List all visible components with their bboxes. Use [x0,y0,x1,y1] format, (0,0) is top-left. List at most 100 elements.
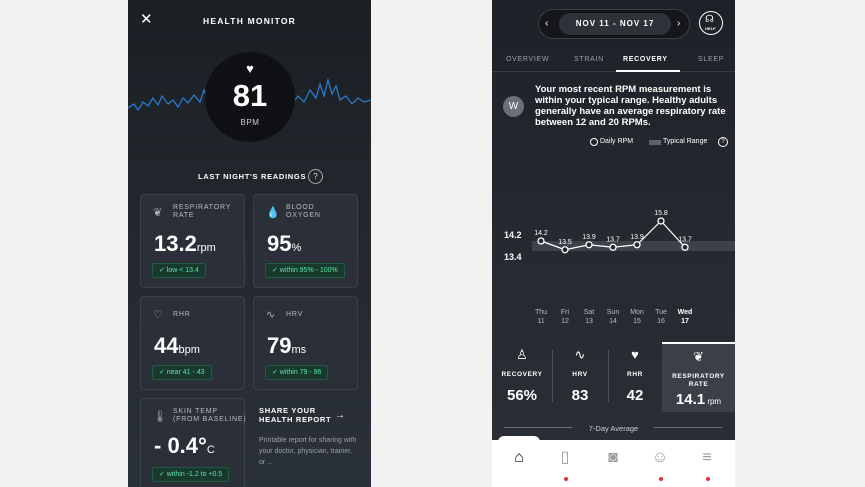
card-value: - 0.4°C [154,433,215,458]
tab-strain[interactable]: STRAIN [574,56,604,63]
metric-value: 83 [571,387,589,404]
lungs-icon: ❦ [693,349,704,364]
help-button[interactable]: ☊ HELP [699,11,723,35]
status-badge: ✓ within 79 - 96 [265,365,329,380]
tick-date: 11 [537,318,545,325]
hrv-card[interactable]: ∿ HRV 79ms ✓ within 79 - 96 [253,296,358,390]
x-tick-label: Thu 11 [526,308,556,326]
chevron-right-icon[interactable]: › [677,18,681,29]
metric-value: 42 [626,387,644,404]
heart-icon: ♥ [246,61,254,76]
data-label: 14.2 [534,230,548,237]
menu-icon[interactable]: ≡ [702,449,712,466]
metric-hrv[interactable]: ∿ HRV 83 [552,342,608,412]
drop-icon: 💧 [266,207,280,219]
metric-recovery[interactable]: ♙ RECOVERY 56% [492,342,552,412]
date-range-selector: ‹ NOV 11 - NOV 17 › [538,9,690,39]
seven-day-average-label: 7-Day Average [588,424,639,433]
tick-date: 12 [561,318,569,325]
status-badge: ✓ within -1.2 to +0.5 [152,467,230,482]
thermometer-icon: 🌡 [153,411,167,423]
card-label: SKIN TEMP (FROM BASELINE) [173,408,247,423]
home-icon[interactable]: ⌂ [514,449,524,466]
tab-recovery[interactable]: RECOVERY [623,56,668,63]
camera-icon[interactable]: ◙ [608,449,618,466]
pulse-icon: ∿ [266,309,276,321]
legend-typical-range: Typical Range [663,138,708,145]
journal-icon[interactable]: ▯ [560,449,570,466]
tick-day: Wed [677,309,693,316]
heart-rate-icon: ♥ [631,347,639,362]
share-health-report[interactable]: SHARE YOUR HEALTH REPORT → Printable rep… [259,404,364,487]
metric-rhr[interactable]: ♥ RHR 42 [608,342,662,412]
data-point [609,243,617,251]
tick-day: Thu [534,309,548,316]
heart-outline-icon: ♡ [153,309,163,321]
status-badge: ✓ within 95% - 100% [265,263,345,278]
readings-title: LAST NIGHT'S READINGS [198,172,307,181]
metric-label: HRV [572,371,588,378]
community-icon[interactable]: ☺ [651,449,669,466]
arrow-right-icon: → [335,410,345,421]
range-max-label: 14.2 [504,230,522,240]
tick-date: 16 [657,318,665,325]
tick-day: Sat [583,309,595,316]
notification-dot [706,477,710,481]
card-value: 79ms [267,333,307,358]
data-point [585,241,593,249]
date-range-pill[interactable] [559,13,671,35]
tick-date: 15 [633,318,641,325]
data-label: 13.9 [582,234,596,241]
data-label: 13.7 [606,236,620,243]
legend-daily-rpm: Daily RPM [600,138,634,145]
data-point [561,246,569,254]
data-point [681,243,689,251]
headset-icon: ☊ [705,14,714,25]
chevron-left-icon[interactable]: ‹ [545,18,549,29]
lungs-icon: ❦ [153,207,163,219]
metric-label: RHR [627,371,643,378]
data-label: 13.5 [558,239,572,246]
card-label: BLOOD OXYGEN [286,204,321,219]
tab-sleep[interactable]: SLEEP [698,56,725,63]
card-value: 44bpm [154,333,200,358]
x-tick-label: Mon 15 [622,308,652,326]
x-tick-label: Wed 17 [670,308,700,326]
rpm-line-chart: 14.2 13.5 13.9 13.7 13.9 15.8 13.7 [532,210,735,254]
metric-label: RECOVERY [501,371,543,378]
tab-bar: OVERVIEW STRAIN RECOVERY SLEEP [492,50,735,72]
tick-day: Mon [630,309,644,316]
help-question-icon[interactable]: ? [308,169,323,184]
typical-range-band [532,241,735,251]
close-icon[interactable]: ✕ [140,11,153,28]
tick-day: Sun [606,309,620,316]
x-tick-label: Sun 14 [598,308,628,326]
metric-respiratory-rate[interactable]: ❦ RESPIRATORY RATE 14.1 rpm [662,342,735,412]
whoop-logo-icon: W [503,96,524,117]
card-label: RESPIRATORY RATE [173,204,232,219]
active-tab-indicator [616,70,680,72]
help-question-icon[interactable]: ? [718,137,728,147]
tab-overview[interactable]: OVERVIEW [506,56,550,63]
blood-oxygen-card[interactable]: 💧 BLOOD OXYGEN 95% ✓ within 95% - 100% [253,194,358,288]
date-range-label: NOV 11 - NOV 17 [575,19,655,28]
tick-day: Fri [560,309,570,316]
x-tick-label: Fri 12 [550,308,580,326]
skin-temp-card[interactable]: 🌡 SKIN TEMP (FROM BASELINE) - 0.4°C ✓ wi… [140,398,247,487]
bpm-unit: BPM [240,118,260,127]
metric-value: 56% [506,387,538,404]
data-point [657,217,665,225]
nav-home-tab[interactable] [498,436,540,487]
x-tick-label: Sat 13 [574,308,604,326]
x-tick-label: Tue 16 [646,308,676,326]
share-title: SHARE YOUR HEALTH REPORT [259,406,332,424]
daily-rpm-legend-marker [590,138,598,146]
card-value: 95% [267,231,302,256]
data-point [537,237,545,245]
page-title: HEALTH MONITOR [203,16,296,26]
data-label: 13.9 [630,234,644,241]
recovery-message: Your most recent RPM measurement is with… [535,84,726,128]
respiratory-rate-card[interactable]: ❦ RESPIRATORY RATE 13.2rpm ✓ low < 13.4 [140,194,245,288]
status-badge: ✓ low < 13.4 [152,263,206,278]
rhr-card[interactable]: ♡ RHR 44bpm ✓ near 41 - 43 [140,296,245,390]
